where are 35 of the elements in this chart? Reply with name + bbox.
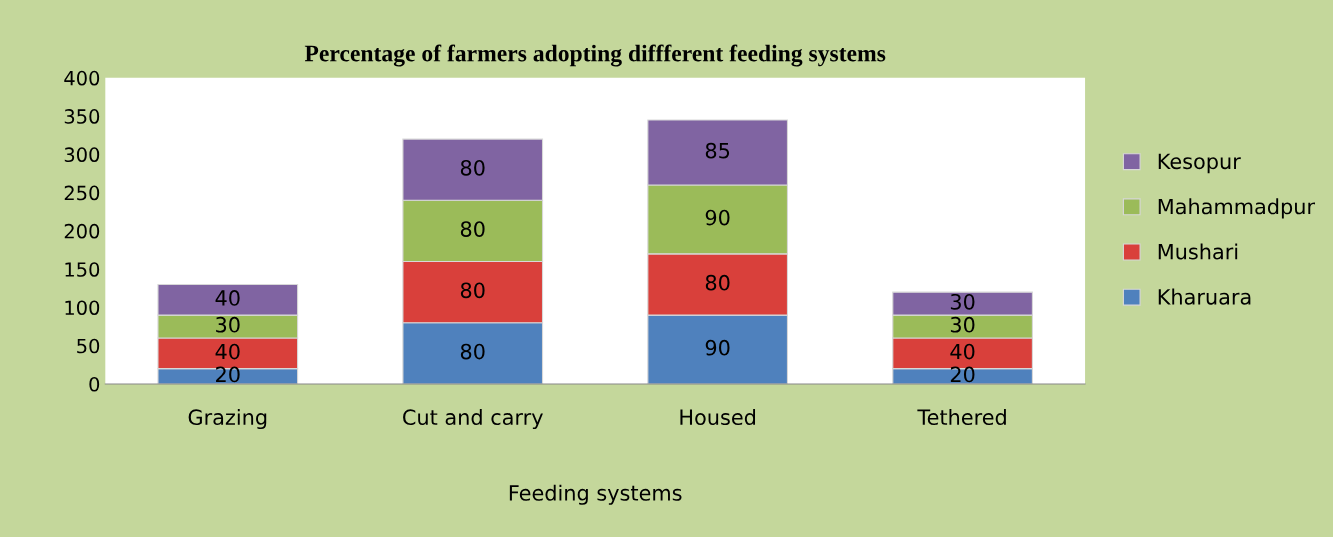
data-label: 80	[705, 274, 730, 291]
chart-title: Percentage of farmers adopting diffferent feeding systems	[304, 44, 886, 67]
x-axis-title: Feeding systems	[509, 484, 682, 505]
y-tick-label: 400	[64, 70, 100, 86]
data-label: 30	[216, 316, 240, 333]
data-label: 80	[460, 221, 485, 237]
y-tick-label: 0	[89, 376, 100, 392]
x-tick-label: Cut and carry	[403, 408, 543, 430]
data-label: 30	[950, 316, 975, 333]
data-label: 40	[215, 290, 240, 306]
data-label: 90	[705, 339, 730, 356]
data-label: 20	[216, 366, 240, 383]
y-tick-label: 50	[77, 338, 100, 354]
data-label: 40	[950, 343, 975, 360]
y-tick-label: 150	[65, 262, 100, 277]
data-label: 80	[460, 282, 485, 299]
data-label: 90	[705, 209, 730, 226]
x-tick-label: Housed	[680, 408, 756, 426]
data-label: 30	[950, 293, 975, 310]
y-tick-label: 250	[64, 185, 100, 201]
data-label: 40	[215, 343, 240, 360]
legend-label: Mahammadpur	[1158, 198, 1316, 219]
legend-label: Mushari	[1158, 243, 1238, 260]
data-label: 80	[460, 343, 485, 360]
y-tick-label: 350	[64, 109, 100, 124]
x-tick-label: Grazing	[188, 408, 267, 430]
data-label: 85	[705, 142, 730, 159]
x-tick-label: Tethered	[917, 408, 1006, 426]
y-tick-label: 100	[65, 300, 100, 316]
y-tick-label: 300	[64, 147, 100, 163]
legend-label: Kesopur	[1158, 153, 1241, 174]
legend-label: Kharuara	[1158, 288, 1251, 305]
y-tick-label: 200	[64, 223, 100, 239]
data-label: 20	[950, 366, 975, 383]
data-label: 80	[460, 159, 485, 176]
